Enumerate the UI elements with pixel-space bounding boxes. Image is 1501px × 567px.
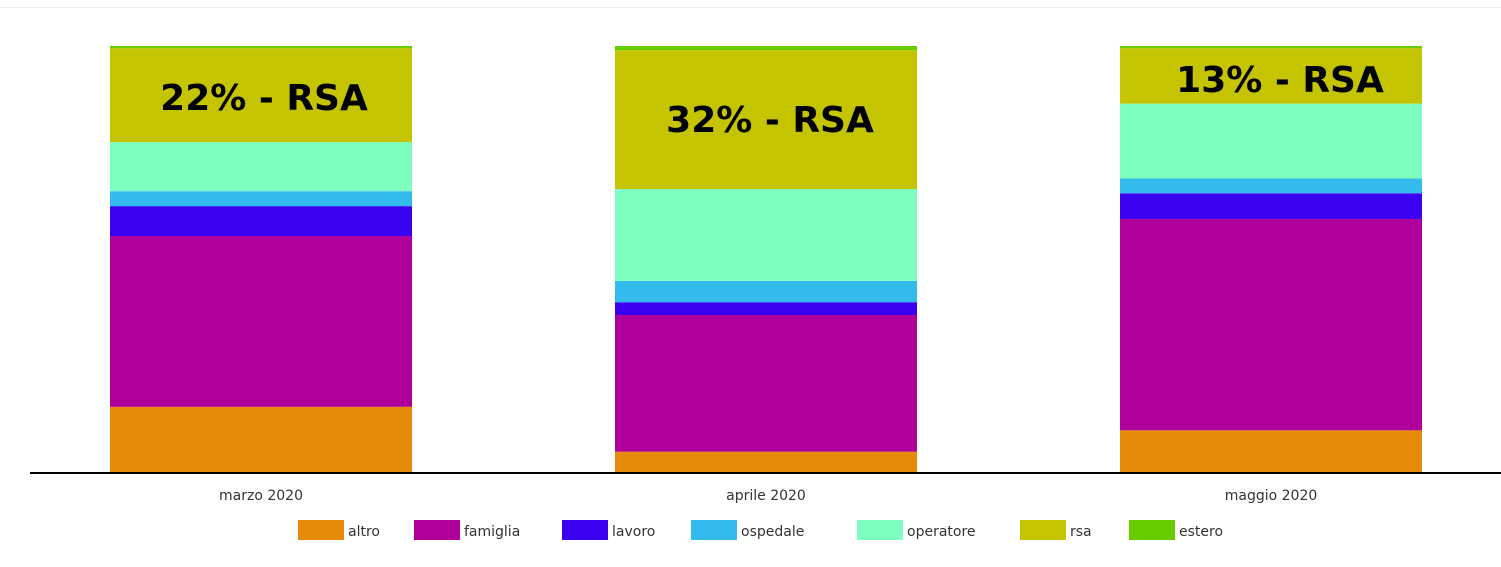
bar-segment-lavoro-2 <box>615 302 917 316</box>
bar-segment-famiglia-2 <box>615 315 917 452</box>
legend: altro famiglia lavoro ospedale operatore rsa e… <box>298 520 1223 540</box>
legend-swatch-estero <box>1129 520 1175 540</box>
rsa-annotation: 32% - RSA <box>666 100 874 141</box>
legend-label-famiglia: famiglia <box>464 524 520 540</box>
legend-label-estero: estero <box>1179 524 1223 540</box>
x-tick-label: marzo 2020 <box>219 488 303 504</box>
legend-swatch-ospedale <box>691 520 737 540</box>
bar-segment-lavoro-3 <box>1120 193 1422 219</box>
x-tick-label: aprile 2020 <box>726 488 806 504</box>
bar-segment-ospedale-1 <box>110 191 412 207</box>
bar-segment-operatore-1 <box>110 142 412 192</box>
rsa-annotation: 22% - RSA <box>160 78 368 119</box>
bar-segment-altro-1 <box>110 406 412 473</box>
bar-segment-estero-2 <box>615 46 917 51</box>
rsa-annotation: 13% - RSA <box>1176 60 1384 101</box>
bar-segment-rsa-3 <box>1120 48 1422 104</box>
bars-group <box>110 46 1422 473</box>
legend-swatch-operatore <box>857 520 903 540</box>
bar-segment-famiglia-3 <box>1120 218 1422 431</box>
bar-segment-estero-3 <box>1120 46 1422 49</box>
legend-label-rsa: rsa <box>1070 524 1092 540</box>
bar-segment-lavoro-1 <box>110 206 412 237</box>
annotations-group: 22% - RSA 32% - RSA 13% - RSA <box>160 60 1384 141</box>
x-tick-label: maggio 2020 <box>1225 488 1318 504</box>
legend-label-altro: altro <box>348 524 380 540</box>
bar-segment-famiglia-1 <box>110 236 412 407</box>
legend-swatch-lavoro <box>562 520 608 540</box>
bar-segment-estero-1 <box>110 46 412 49</box>
legend-swatch-altro <box>298 520 344 540</box>
x-axis-ticks: marzo 2020 aprile 2020 maggio 2020 <box>219 488 1317 504</box>
bar-segment-ospedale-3 <box>1120 178 1422 194</box>
bar-segment-altro-2 <box>615 451 917 473</box>
legend-label-operatore: operatore <box>907 524 976 540</box>
legend-label-lavoro: lavoro <box>612 524 655 540</box>
legend-swatch-famiglia <box>414 520 460 540</box>
legend-label-ospedale: ospedale <box>741 524 804 540</box>
bar-segment-altro-3 <box>1120 430 1422 473</box>
bar-segment-ospedale-2 <box>615 280 917 303</box>
bar-segment-rsa-1 <box>110 48 412 143</box>
bar-segment-operatore-2 <box>615 189 917 281</box>
legend-swatch-rsa <box>1020 520 1066 540</box>
bar-segment-rsa-2 <box>615 50 917 190</box>
bar-segment-operatore-3 <box>1120 103 1422 179</box>
